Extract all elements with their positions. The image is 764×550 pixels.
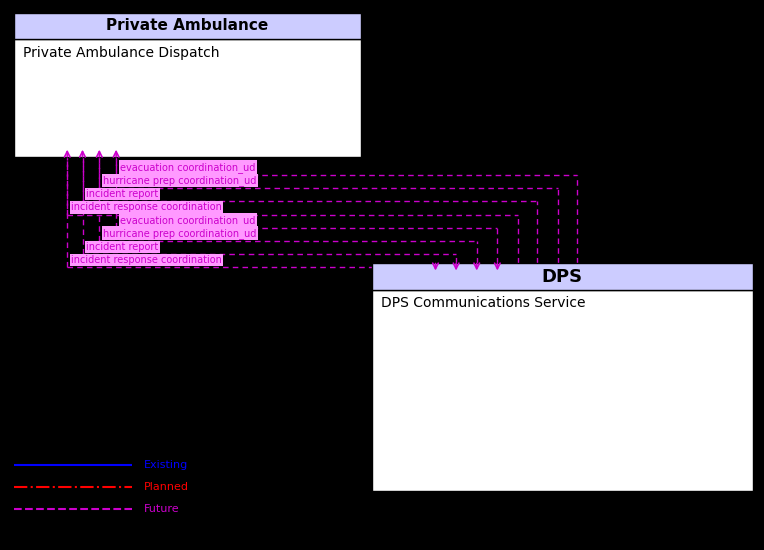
Text: DPS Communications Service: DPS Communications Service [381, 296, 586, 310]
Text: incident response coordination: incident response coordination [71, 202, 222, 212]
Bar [372, 263, 753, 290]
Text: evacuation coordination_ud: evacuation coordination_ud [120, 162, 255, 173]
Text: evacuation coordination_ud: evacuation coordination_ud [120, 214, 255, 225]
Text: Future: Future [144, 504, 180, 514]
Bar [14, 39, 361, 157]
Text: incident response coordination: incident response coordination [71, 255, 222, 265]
Text: incident report: incident report [86, 189, 159, 199]
Text: Private Ambulance: Private Ambulance [106, 18, 269, 34]
Text: Existing: Existing [144, 460, 188, 470]
Text: hurricane prep coordination_ud: hurricane prep coordination_ud [103, 175, 257, 186]
Text: hurricane prep coordination_ud: hurricane prep coordination_ud [103, 228, 257, 239]
Bar [14, 13, 361, 39]
Text: Planned: Planned [144, 482, 189, 492]
Text: DPS: DPS [542, 268, 583, 285]
Text: Private Ambulance Dispatch: Private Ambulance Dispatch [23, 46, 219, 59]
Bar [372, 290, 753, 491]
Text: incident report: incident report [86, 242, 159, 252]
